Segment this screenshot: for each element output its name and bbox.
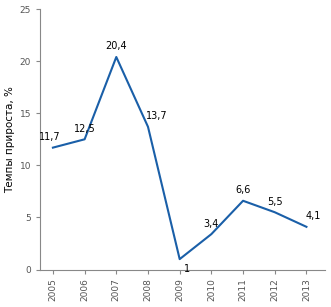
Text: 3,4: 3,4 bbox=[204, 219, 219, 228]
Text: 11,7: 11,7 bbox=[39, 132, 61, 142]
Text: 1: 1 bbox=[184, 264, 190, 274]
Y-axis label: Темпы прироста, %: Темпы прироста, % bbox=[6, 86, 16, 193]
Text: 12,5: 12,5 bbox=[74, 124, 95, 134]
Text: 6,6: 6,6 bbox=[235, 185, 251, 195]
Text: 4,1: 4,1 bbox=[306, 211, 321, 221]
Text: 13,7: 13,7 bbox=[146, 111, 167, 121]
Text: 5,5: 5,5 bbox=[267, 197, 283, 207]
Text: 20,4: 20,4 bbox=[106, 41, 127, 52]
